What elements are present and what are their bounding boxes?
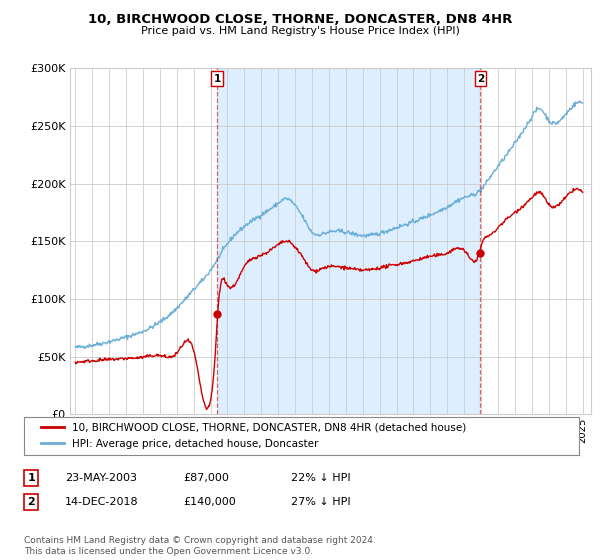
Text: 2: 2: [28, 497, 35, 507]
Text: £140,000: £140,000: [183, 497, 236, 507]
Text: 10, BIRCHWOOD CLOSE, THORNE, DONCASTER, DN8 4HR: 10, BIRCHWOOD CLOSE, THORNE, DONCASTER, …: [88, 13, 512, 26]
Text: 23-MAY-2003: 23-MAY-2003: [65, 473, 137, 483]
Text: 14-DEC-2018: 14-DEC-2018: [65, 497, 139, 507]
Legend: 10, BIRCHWOOD CLOSE, THORNE, DONCASTER, DN8 4HR (detached house), HPI: Average p: 10, BIRCHWOOD CLOSE, THORNE, DONCASTER, …: [35, 416, 473, 455]
Text: 27% ↓ HPI: 27% ↓ HPI: [291, 497, 350, 507]
Text: 1: 1: [214, 73, 221, 83]
Text: 1: 1: [28, 473, 35, 483]
Text: £87,000: £87,000: [183, 473, 229, 483]
Text: Contains HM Land Registry data © Crown copyright and database right 2024.
This d: Contains HM Land Registry data © Crown c…: [24, 536, 376, 556]
Text: Price paid vs. HM Land Registry's House Price Index (HPI): Price paid vs. HM Land Registry's House …: [140, 26, 460, 36]
Bar: [217, 68, 481, 414]
Text: 2: 2: [477, 73, 484, 83]
Text: 22% ↓ HPI: 22% ↓ HPI: [291, 473, 350, 483]
